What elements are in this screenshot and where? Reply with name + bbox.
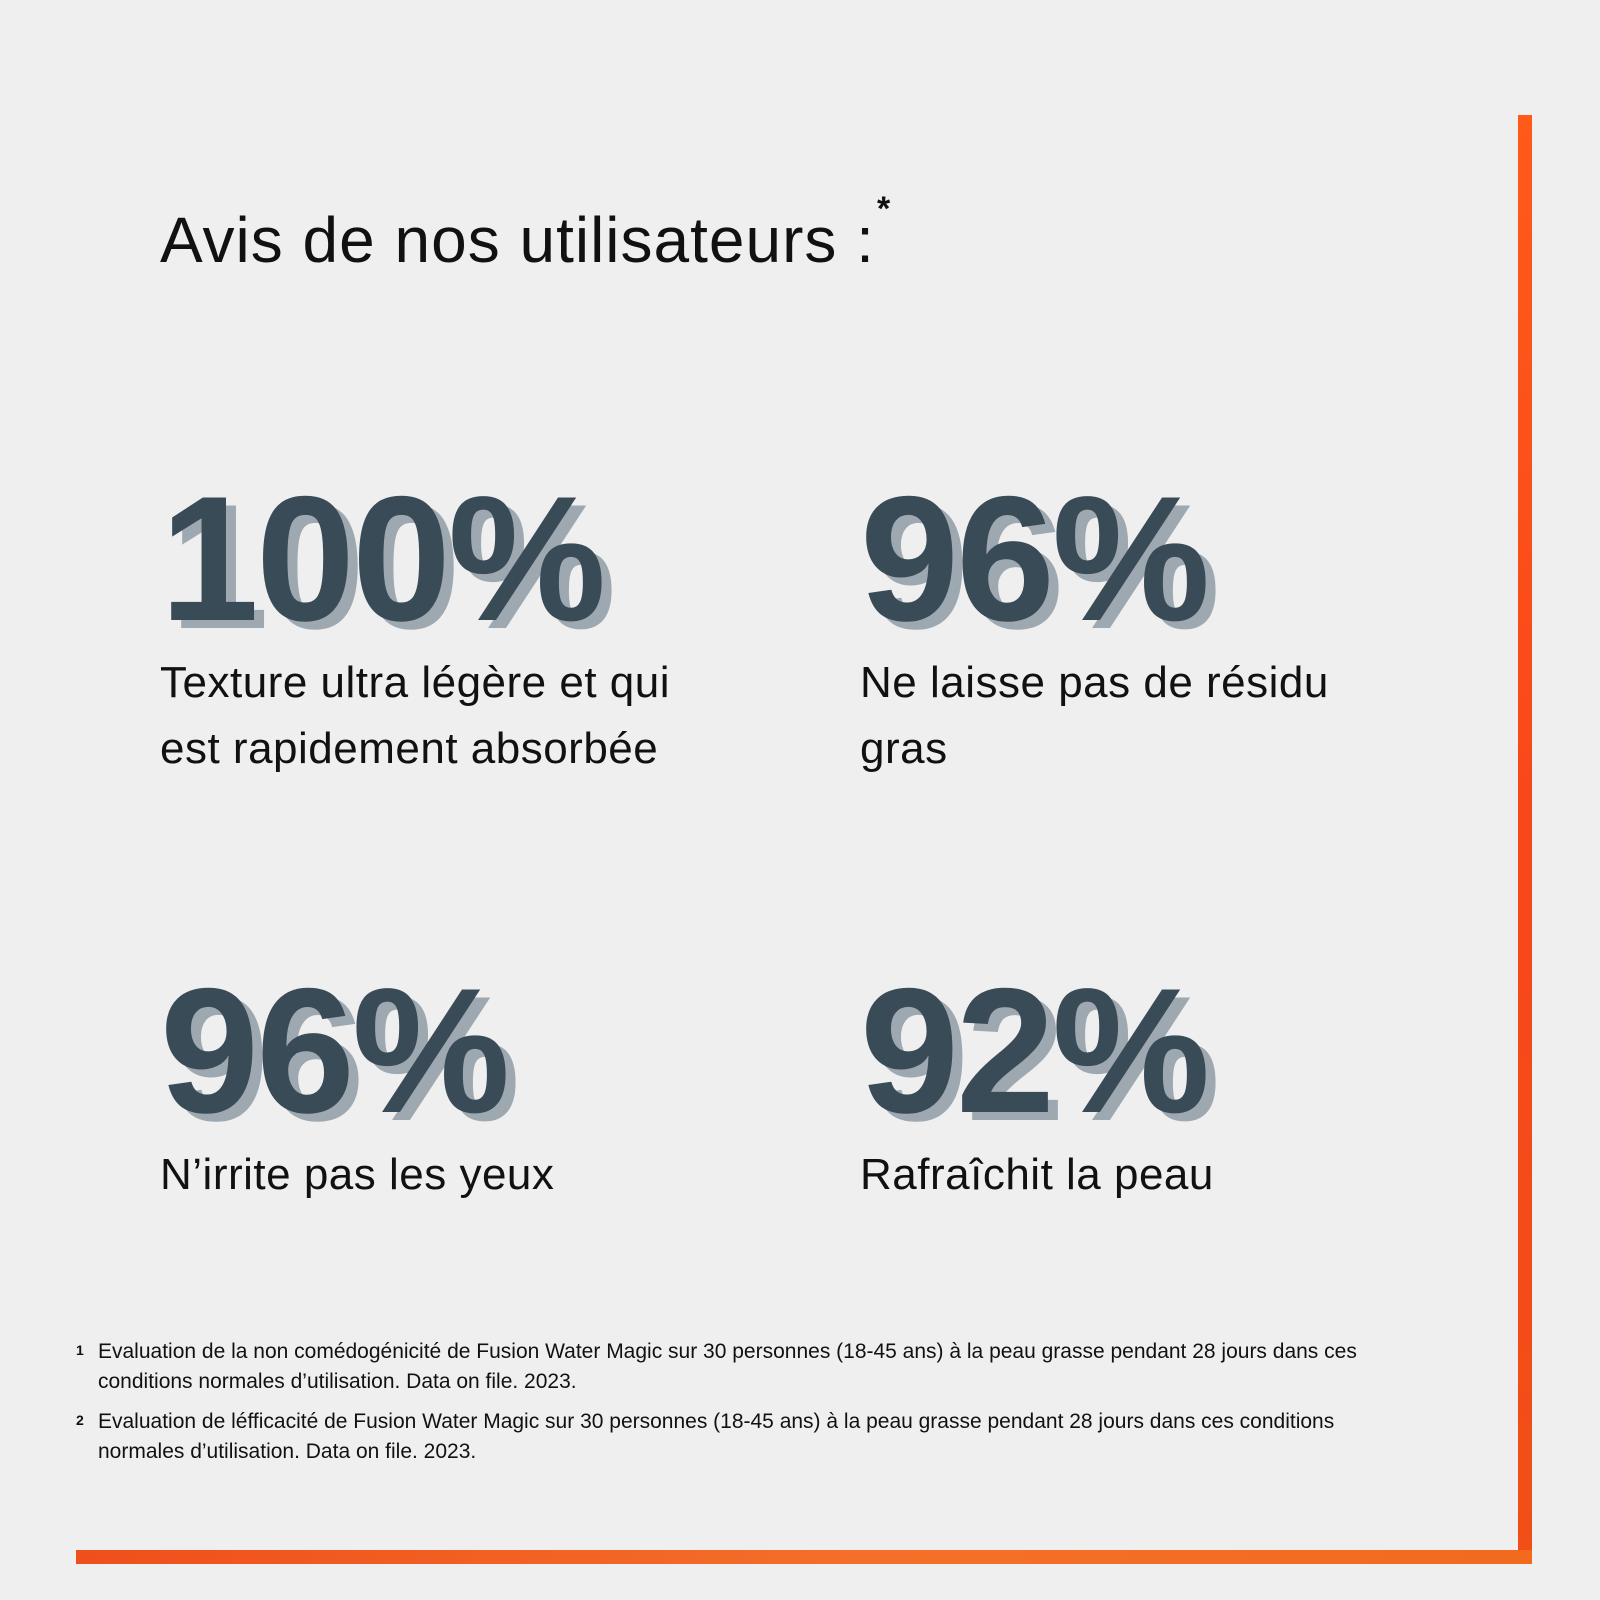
footnote-text: Evaluation de la non comédogénicité de F… [98,1340,1357,1393]
stat-label: Texture ultra légère et qui est rapideme… [160,658,671,773]
footnote-1: 1 Evaluation de la non comédogénicité de… [76,1337,1396,1397]
page-title-text: Avis de nos utilisateurs : [160,204,875,276]
footnote-marker: 2 [76,1412,84,1428]
stat-label: Rafraîchit la peau [860,1150,1214,1199]
stat-value-main: 100% [160,459,606,658]
footnote-text: Evaluation de léfficacité de Fusion Wate… [98,1410,1335,1463]
stat-label: N’irrite pas les yeux [160,1150,555,1199]
footnote-marker: 1 [76,1342,84,1358]
stat-value-shadow: 92% [870,959,1220,1158]
stat-value-shadow: 100% [170,467,616,666]
stat-value-shadow: 96% [870,467,1220,666]
stat-value-main: 92% [860,951,1210,1150]
stat-value-shadow: 96% [170,959,520,1158]
stat-value-main: 96% [160,951,510,1150]
title-asterisk: * [876,190,892,228]
stat-value-main: 96% [860,459,1210,658]
footnote-2: 2 Evaluation de léfficacité de Fusion Wa… [76,1407,1396,1467]
stat-label: Ne laisse pas de résidu gras [860,658,1329,773]
orange-frame-right [1518,115,1532,1563]
orange-frame-bottom [76,1550,1532,1564]
page-title: Avis de nos utilisateurs :* [160,192,890,272]
